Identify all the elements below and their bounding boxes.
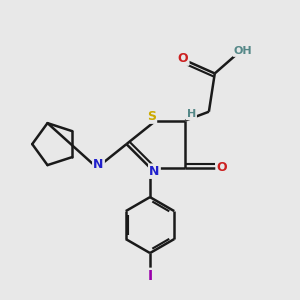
Text: N: N — [93, 158, 104, 171]
Text: O: O — [217, 161, 227, 174]
Text: OH: OH — [234, 46, 252, 56]
Text: S: S — [147, 110, 156, 123]
Text: O: O — [178, 52, 188, 64]
Text: N: N — [149, 165, 160, 178]
Text: H: H — [187, 109, 196, 119]
Text: I: I — [147, 269, 153, 283]
